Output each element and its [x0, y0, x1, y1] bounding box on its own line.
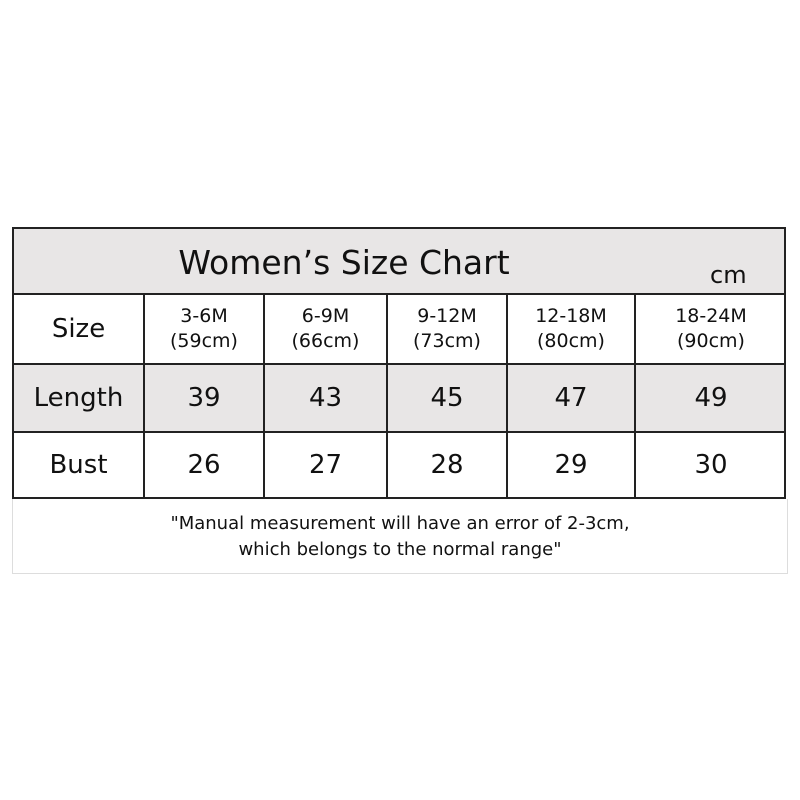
size-row: Size 3-6M (59cm) 6-9M (66cm) 9-12M (73cm) 12-18… — [14, 295, 784, 365]
value-cell: 30 — [634, 433, 786, 497]
size-label: 18-24M — [675, 305, 747, 327]
bust-row: Bust 26 27 28 29 30 — [14, 433, 784, 497]
value-cell: 29 — [506, 433, 634, 497]
value-cell: 26 — [143, 433, 263, 497]
value-cell: 45 — [386, 365, 506, 431]
value-cell: 39 — [143, 365, 263, 431]
value-cell: 49 — [634, 365, 786, 431]
value-cell: 47 — [506, 365, 634, 431]
size-header-cell: 3-6M (59cm) — [143, 295, 263, 363]
size-height: (80cm) — [537, 330, 605, 352]
size-header-cell: 9-12M (73cm) — [386, 295, 506, 363]
size-header-cell: 12-18M (80cm) — [506, 295, 634, 363]
length-row: Length 39 43 45 47 49 — [14, 365, 784, 433]
size-height: (59cm) — [170, 330, 238, 352]
size-chart-table: Women’s Size Chart cm Size 3-6M (59cm) 6-9M… — [12, 227, 786, 499]
row-label: Length — [33, 383, 124, 413]
size-label: 9-12M — [417, 305, 477, 327]
size-label: 3-6M — [180, 305, 228, 327]
title-row: Women’s Size Chart cm — [14, 229, 784, 295]
size-header-cell: 18-24M (90cm) — [634, 295, 786, 363]
size-height: (90cm) — [677, 330, 745, 352]
value-cell: 43 — [263, 365, 386, 431]
chart-title: Women’s Size Chart — [178, 243, 510, 282]
note-line-1: "Manual measurement will have an error o… — [170, 513, 630, 534]
measurement-note: "Manual measurement will have an error o… — [12, 499, 788, 574]
unit-label: cm — [710, 261, 747, 289]
note-line-2: which belongs to the normal range" — [238, 539, 562, 560]
size-header-cell: 6-9M (66cm) — [263, 295, 386, 363]
value-cell: 27 — [263, 433, 386, 497]
size-label: 6-9M — [301, 305, 350, 327]
size-label: 12-18M — [535, 305, 607, 327]
size-row-label: Size — [51, 314, 106, 344]
size-height: (73cm) — [413, 330, 481, 352]
size-height: (66cm) — [291, 330, 360, 352]
row-label: Bust — [49, 450, 108, 480]
value-cell: 28 — [386, 433, 506, 497]
